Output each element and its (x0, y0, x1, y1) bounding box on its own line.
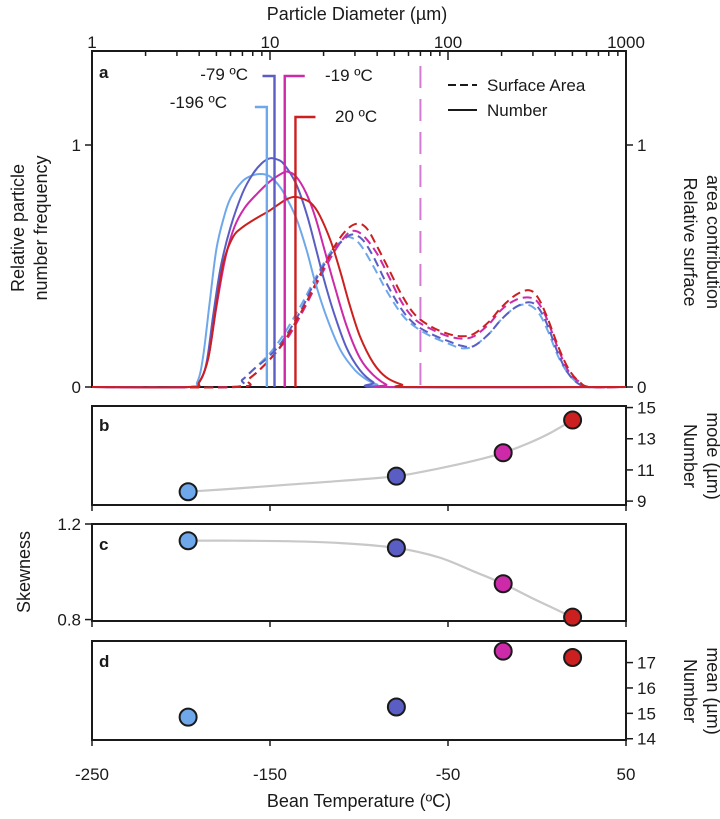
surface-area-curve-20 (91, 222, 627, 389)
panel-a-y-right-label-line1: Relative surface (680, 177, 700, 306)
mode-label--19: -19 ºC (325, 66, 373, 85)
mode-marker--79 (262, 74, 276, 387)
mode-label--79: -79 ºC (200, 65, 248, 84)
surface-area-curve--196 (91, 235, 627, 389)
d-layer-y-tick-label-15: 15 (637, 704, 656, 723)
bottom-axis-tick-label--150: -150 (253, 765, 287, 784)
mode-marker--19 (283, 74, 305, 387)
b-layer-point--79 (386, 466, 406, 486)
panel-b-plot: 9 11 13 15 (91, 399, 656, 511)
panel-c-y-label: Skewness (14, 531, 34, 613)
top-axis-tick-label-10: 10 (261, 33, 280, 52)
top-axis-tick-label-100: 100 (434, 33, 462, 52)
mode-marker--196 (254, 105, 269, 387)
panel-letter-d: d (99, 652, 109, 671)
panel-d-y-label-line1: Number (680, 659, 700, 723)
panel-a-legend: Surface Area Number (448, 76, 586, 120)
c-layer-trend-line (188, 539, 574, 619)
surface-area-curve--19 (91, 229, 627, 389)
legend-label-surface-area: Surface Area (487, 76, 586, 95)
d-layer-y-tick-label-16: 16 (637, 679, 656, 698)
number-curve--196 (91, 172, 627, 389)
bottom-axis-tick-label--50: -50 (436, 765, 461, 784)
panel-a-y-left-label-line2: number frequency (31, 155, 51, 300)
b-layer-point--19 (493, 443, 513, 463)
panel-d-y-label-line2: mean (µm) (703, 647, 720, 734)
b-layer-y-tick-label-11: 11 (637, 461, 655, 480)
top-axis-tick-label-1000: 1000 (607, 33, 645, 52)
panel-letter-c: c (99, 535, 108, 554)
d-layer-point--79 (386, 697, 406, 717)
panel-a-y-right-tick-label-1: 1 (637, 136, 646, 155)
panel-a-y-left-label-line1: Relative particle (8, 164, 28, 292)
panel-c-plot: 0.8 1.2 (57, 515, 627, 630)
panel-b-frame (91, 405, 627, 506)
bottom-axis-title: Bean Temperature (ºC) (267, 791, 451, 811)
panel-a-y-right-label-line2: area contribution (703, 175, 720, 309)
surface-area-curve--79 (91, 233, 627, 389)
b-layer-y-tick-label-9: 9 (637, 492, 646, 511)
panel-c-frame (91, 523, 627, 622)
number-curve--79 (91, 157, 627, 389)
top-axis-title: Particle Diameter (µm) (267, 4, 447, 24)
mode-marker-20 (294, 115, 316, 387)
b-layer-point--196 (178, 482, 198, 502)
bottom-axis-tick-label--250: -250 (75, 765, 109, 784)
legend-label-number: Number (487, 101, 548, 120)
panel-a-number-curves (91, 157, 627, 389)
c-layer-point--19 (493, 574, 513, 594)
d-layer-y-tick-label-14: 14 (637, 730, 656, 749)
b-layer-trend-line (188, 419, 574, 493)
top-axis-tick-label-1: 1 (87, 33, 96, 52)
number-curve-20 (91, 195, 627, 389)
b-layer-y-tick-label-15: 15 (637, 399, 656, 418)
panel-letter-b: b (99, 416, 109, 435)
d-layer-point--196 (178, 707, 198, 727)
panel-a-surface-area-curves (91, 222, 627, 389)
c-layer-point--196 (178, 531, 198, 551)
panel-a-y-left-tick-label-0: 0 (72, 378, 81, 397)
panel-a-y-right-tick-label-0: 0 (637, 378, 646, 397)
d-layer-point--19 (493, 641, 513, 661)
c-layer-point-20 (563, 607, 583, 627)
b-layer-y-tick-label-13: 13 (637, 430, 656, 449)
b-layer-point-20 (563, 410, 583, 430)
panel-a-frame (91, 50, 627, 388)
mode-label--196: -196 ºC (170, 93, 227, 112)
mode-label-20: 20 ºC (335, 107, 377, 126)
panel-a-y-left-tick-label-1: 1 (72, 136, 81, 155)
panel-d-plot: 14 15 16 17 -250 -150 -50 50 (75, 641, 656, 784)
c-layer-y-tick-label-1.2: 1.2 (57, 515, 81, 534)
c-layer-point--79 (386, 538, 406, 558)
number-curve--19 (91, 170, 627, 389)
panel-letter-a: a (99, 63, 109, 82)
c-layer-y-tick-label-0.8: 0.8 (57, 611, 81, 630)
bottom-axis-tick-label-50: 50 (617, 765, 636, 784)
panel-b-y-label-line2: mode (µm) (703, 412, 720, 499)
d-layer-point-20 (563, 648, 583, 667)
panel-b-y-label-line1: Number (680, 424, 700, 488)
panel-d-frame (91, 640, 627, 741)
panel-a-mode-markers: -196 ºC -79 ºC -19 ºC 20 ºC (170, 65, 377, 387)
d-layer-y-tick-label-17: 17 (637, 654, 656, 673)
